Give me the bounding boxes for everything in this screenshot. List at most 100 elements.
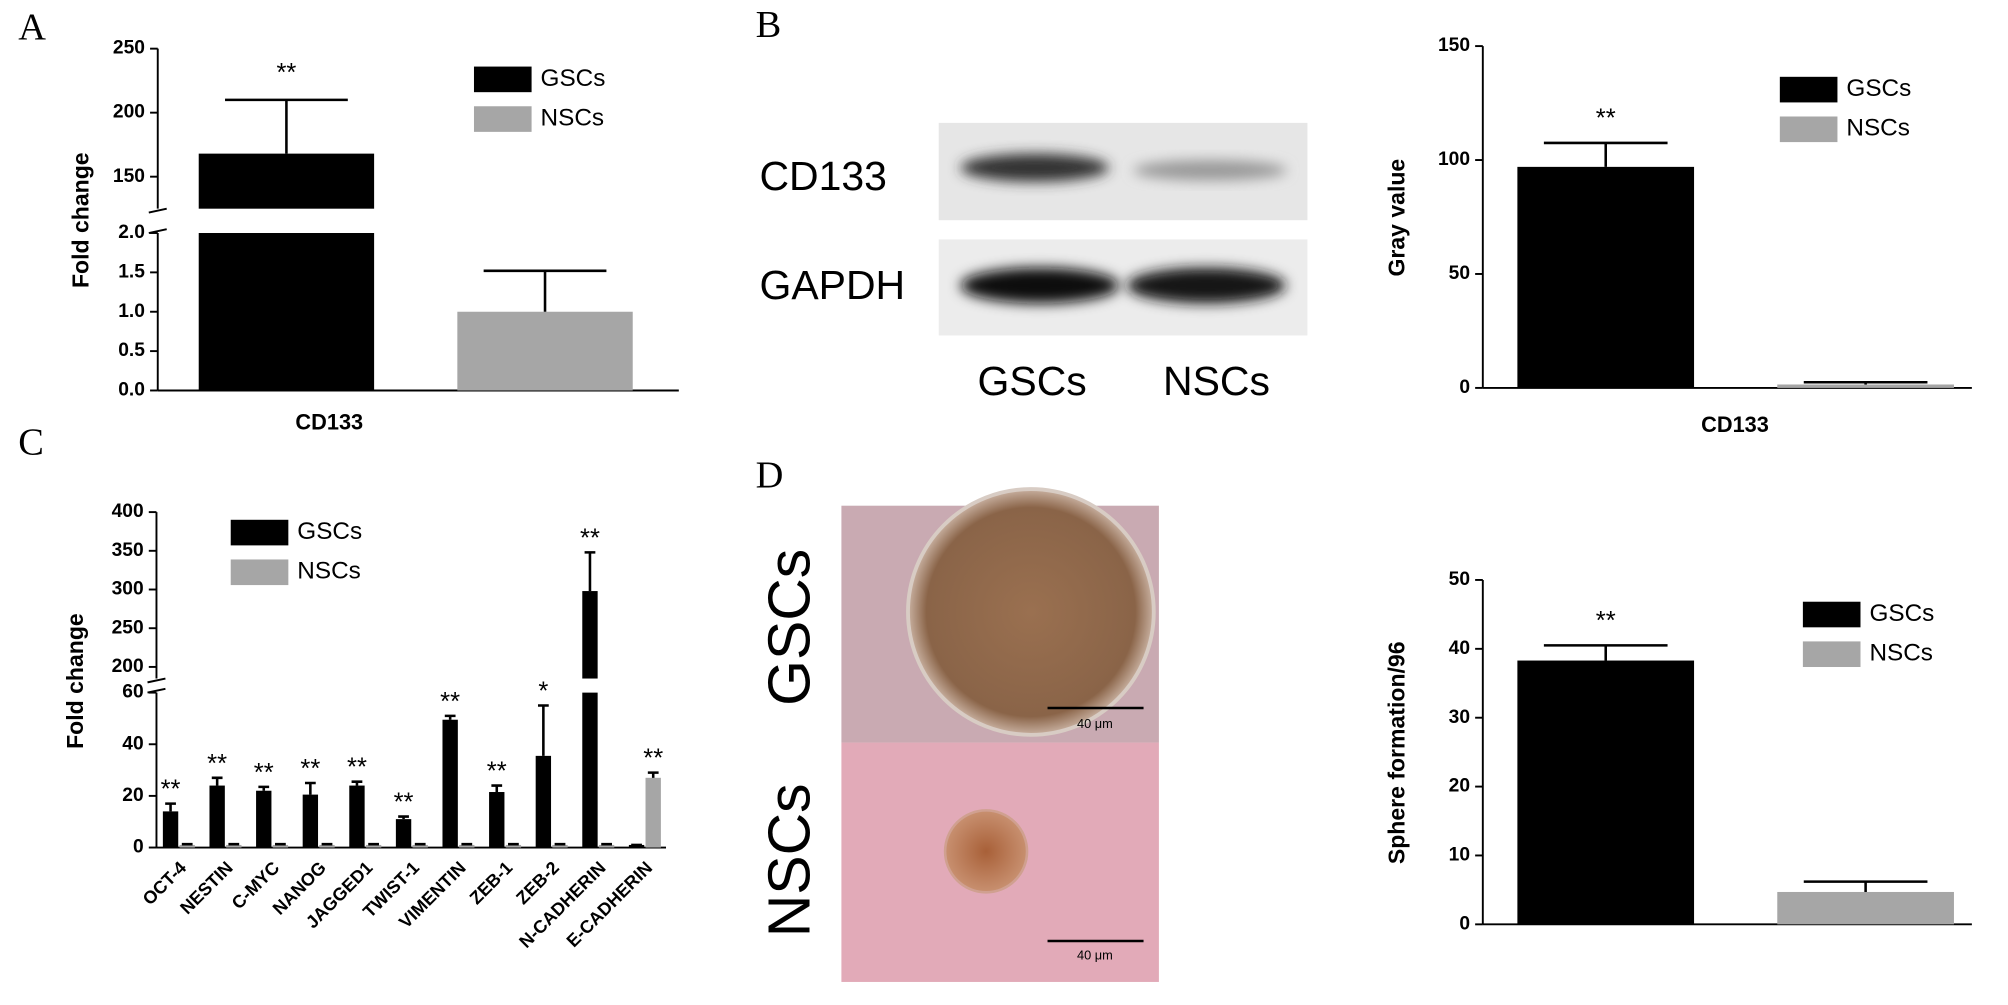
error-bar [1543, 141, 1668, 167]
legend-label: NSCs [541, 104, 604, 131]
error-bar [483, 269, 607, 312]
bar [459, 844, 475, 848]
significance: ** [347, 754, 367, 782]
error-bar [275, 842, 286, 846]
y-tick-label: 20 [1449, 776, 1470, 797]
panel-label: B [756, 4, 782, 46]
legend-swatch [473, 66, 532, 93]
x-tick-label: ZEB-1 [466, 857, 517, 908]
legend-label: NSCs [297, 558, 360, 585]
bar [349, 785, 365, 848]
band [960, 267, 1120, 304]
legend-swatch [1779, 116, 1838, 143]
panel-label: D [756, 455, 784, 497]
legend-swatch [473, 106, 532, 132]
bar [1517, 166, 1695, 388]
scale-label: 40 μm [1077, 716, 1113, 731]
y-tick-label: 20 [122, 785, 143, 806]
error-bar [225, 98, 348, 154]
y-tick-label: 100 [1438, 149, 1470, 170]
bar [552, 844, 568, 848]
y-axis-label: Sphere formation/96 [1383, 641, 1409, 864]
panel-label: A [18, 7, 46, 49]
y-tick-label: 1.5 [118, 261, 145, 282]
bar [442, 719, 458, 848]
bar [198, 153, 375, 209]
legend-label: NSCs [1869, 640, 1933, 667]
significance: ** [394, 789, 414, 817]
significance: ** [440, 688, 460, 716]
legend-label: GSCs [541, 65, 606, 92]
bar [162, 811, 179, 848]
y-tick-label: 250 [113, 38, 145, 59]
significance: ** [276, 59, 296, 87]
y-tick-label: 250 [112, 617, 144, 638]
y-axis-label: Fold change [67, 152, 93, 288]
legend-swatch [1802, 601, 1861, 628]
error-bar [491, 784, 503, 793]
error-bar [647, 771, 659, 778]
error-bar [537, 704, 549, 756]
bar [1517, 660, 1695, 925]
y-tick-label: 200 [112, 656, 144, 677]
bar [457, 311, 633, 391]
y-tick-label: 400 [112, 501, 144, 522]
legend-swatch [230, 519, 289, 546]
error-bar [508, 842, 519, 846]
error-bar [304, 781, 316, 795]
y-tick-label: 1.0 [118, 301, 145, 322]
y-axis-label: Gray value [1383, 159, 1409, 277]
legend-label: GSCs [1846, 75, 1911, 102]
significance: ** [643, 745, 663, 773]
band [960, 153, 1109, 182]
y-axis-label: Fold change [62, 613, 88, 749]
error-bar [398, 815, 409, 820]
error-bar [444, 714, 456, 720]
error-bar [414, 842, 426, 846]
axis-break [148, 207, 167, 214]
lane-label: NSCs [1163, 358, 1270, 404]
error-bar [165, 802, 176, 812]
error-bar [181, 842, 193, 846]
y-tick-label: 150 [113, 166, 145, 187]
blot-label: GAPDH [759, 262, 905, 308]
bar [505, 844, 522, 848]
error-bar [228, 842, 240, 846]
lane-label: GSCs [978, 358, 1087, 404]
bar [1777, 891, 1954, 925]
y-tick-label: 300 [112, 579, 144, 600]
sphere [906, 487, 1156, 737]
error-bar [1803, 380, 1928, 385]
y-tick-label: 2.0 [118, 222, 145, 243]
bar [535, 755, 552, 848]
y-tick-label: 30 [1449, 707, 1470, 728]
y-tick-label: 0 [1459, 377, 1470, 398]
significance: ** [1596, 607, 1616, 635]
significance: ** [1596, 105, 1616, 133]
y-tick-label: 50 [1449, 263, 1470, 284]
error-bar [601, 842, 612, 846]
bar [256, 790, 272, 848]
bar [319, 844, 335, 848]
western-blot: CD133 GAPDH GSCs NSCs [759, 122, 1308, 404]
y-tick-label: 200 [113, 102, 145, 123]
bar [395, 819, 412, 848]
y-tick-label: 0.0 [118, 380, 145, 401]
y-tick-label: 50 [1449, 569, 1470, 590]
x-tick-label: CD133 [1701, 412, 1769, 437]
bar [582, 591, 598, 679]
bar [302, 794, 319, 848]
legend-label: NSCs [1846, 115, 1910, 142]
significance: * [538, 677, 548, 705]
axis-break [147, 677, 166, 684]
sphere [943, 809, 1029, 894]
significance: ** [254, 759, 274, 787]
y-tick-label: 0 [133, 837, 144, 858]
band [1133, 160, 1287, 181]
bar [198, 233, 375, 391]
y-tick-label: 10 [1449, 845, 1470, 866]
micrographs: 40 μm 40 μm GSCs NSCs [758, 487, 1159, 982]
row-label: NSCs [758, 783, 823, 937]
legend-swatch [230, 559, 289, 586]
